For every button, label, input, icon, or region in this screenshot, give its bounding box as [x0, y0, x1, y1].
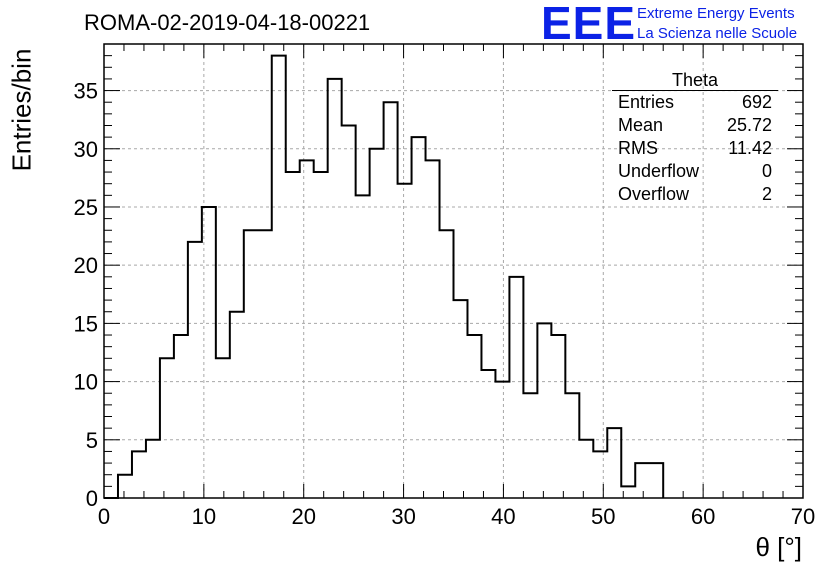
stats-row-entries: Entries 692 [612, 91, 778, 114]
x-axis-label: θ [°] [755, 532, 802, 562]
logo-line-2: La Scienza nelle Scuole [637, 25, 798, 42]
x-tick-label: 20 [291, 504, 315, 529]
y-tick-label: 0 [86, 486, 98, 511]
stats-label: Overflow [618, 184, 690, 204]
logo-line-1: Extreme Energy Events [637, 5, 795, 22]
stats-value: 11.42 [728, 138, 772, 158]
x-tick-label: 70 [791, 504, 815, 529]
stats-title: Theta [612, 70, 778, 91]
stats-value: 0 [761, 161, 772, 181]
axis-ticks [103, 43, 804, 499]
stats-box: Theta Entries 692 Mean 25.72 RMS 11.42 U… [612, 70, 778, 206]
x-tick-label: 10 [192, 504, 216, 529]
stats-label: Entries [618, 92, 675, 112]
stats-row-rms: RMS 11.42 [612, 137, 778, 160]
stats-label: Mean [618, 115, 664, 135]
stats-label: RMS [618, 138, 658, 158]
plot-frame [103, 43, 804, 499]
y-tick-label: 5 [86, 428, 98, 453]
stats-value: 25.72 [726, 115, 772, 135]
histogram-line [104, 54, 665, 499]
stats-label: Underflow [618, 161, 700, 181]
x-tick-label: 50 [591, 504, 615, 529]
y-tick-label: 25 [74, 195, 98, 220]
x-tick-label: 30 [391, 504, 415, 529]
chart-title: ROMA-02-2019-04-18-00221 [84, 10, 371, 35]
stats-value: 692 [741, 92, 772, 112]
y-tick-label: 20 [74, 253, 98, 278]
y-tick-label: 10 [74, 370, 98, 395]
x-tick-label: 40 [491, 504, 515, 529]
y-tick-label: 30 [74, 137, 98, 162]
x-tick-label: 60 [691, 504, 715, 529]
y-tick-label: 35 [74, 79, 98, 104]
eee-logo-text: Extreme Energy Events La Scienza nelle S… [637, 4, 797, 44]
eee-logo: EEE [541, 0, 637, 49]
y-tick-label: 15 [74, 311, 98, 336]
y-axis-label: Entries/bin [6, 48, 37, 172]
stats-row-underflow: Underflow 0 [612, 160, 778, 183]
stats-row-mean: Mean 25.72 [612, 114, 778, 137]
stats-value: 2 [761, 184, 772, 204]
stats-row-overflow: Overflow 2 [612, 183, 778, 206]
x-tick-label: 0 [98, 504, 110, 529]
